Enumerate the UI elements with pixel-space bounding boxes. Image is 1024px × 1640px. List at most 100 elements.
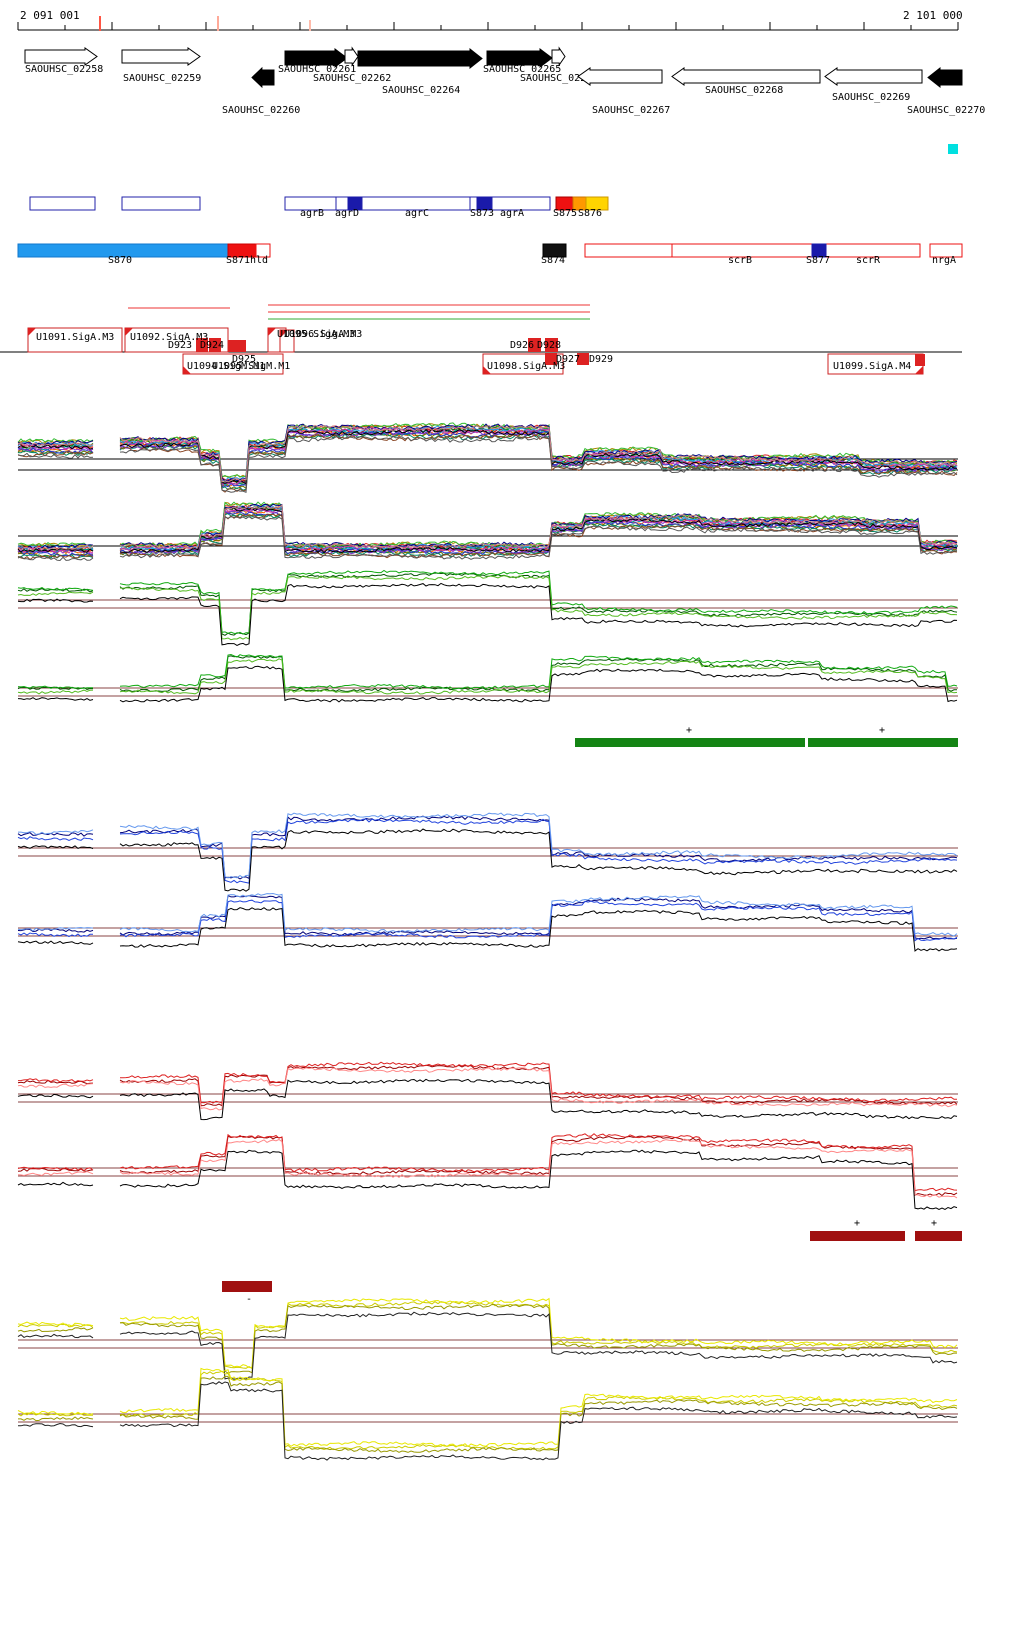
annotation-bar[interactable] (808, 738, 958, 747)
tss-flag[interactable] (482, 353, 564, 375)
tss-site-box[interactable] (545, 353, 557, 365)
signal-line (119, 894, 958, 940)
feature-box[interactable] (811, 243, 827, 258)
signal-line (17, 836, 94, 842)
signal-line (120, 1061, 957, 1104)
signal-line (119, 655, 957, 693)
signal-line (119, 1370, 958, 1451)
tss-site-box[interactable] (915, 354, 925, 366)
signal-line (119, 424, 958, 483)
annotation-bar[interactable] (915, 1231, 962, 1241)
signal-line (17, 1410, 94, 1416)
tss-site-box[interactable] (209, 338, 221, 352)
gene-label: SAOUHSC_02270 (907, 105, 985, 116)
annotation-bar[interactable] (575, 738, 805, 747)
gene-arrow[interactable] (486, 48, 553, 68)
signal-line (17, 444, 94, 451)
feature-label: S876 (578, 208, 602, 219)
tss-label: U1098.SigA.M3 (487, 361, 565, 372)
signal-line (119, 503, 958, 550)
tss-flag-corner (268, 328, 276, 336)
gene-arrow[interactable] (927, 66, 963, 89)
feature-box[interactable] (29, 196, 96, 211)
tss-label: D924 (200, 340, 224, 351)
gene-arrow[interactable] (577, 67, 663, 86)
tss-site-box[interactable] (228, 340, 246, 352)
signal-line (119, 653, 958, 690)
tss-flag-corner (28, 328, 36, 336)
signal-line (119, 1301, 958, 1370)
tss-site-box[interactable] (528, 338, 541, 352)
gene-label: SAOUHSC_02259 (123, 73, 201, 84)
signal-line (17, 441, 94, 448)
feature-label: agrA (500, 208, 524, 219)
gene-label: SAOUHSC_02262 (313, 73, 391, 84)
tss-flag-corner (280, 330, 288, 338)
gene-label: SAOUHSC_02258 (25, 64, 103, 75)
signal-line (119, 513, 958, 558)
annotation-bar[interactable] (222, 1281, 272, 1292)
feature-label: hld (250, 255, 268, 266)
gene-arrow[interactable] (251, 66, 275, 89)
signal-line (17, 438, 94, 444)
annotation-bar-label: - (246, 1294, 252, 1305)
tss-flag[interactable] (182, 353, 284, 375)
signal-line (17, 1181, 94, 1187)
gene-arrow[interactable] (344, 46, 359, 67)
gene-arrow[interactable] (121, 47, 201, 66)
feature-box[interactable] (255, 243, 271, 258)
signal-line (17, 440, 94, 446)
signal-line (17, 926, 94, 932)
gene-label: SAOUHSC_02260 (222, 105, 300, 116)
signal-line (17, 697, 94, 701)
signal-line (17, 832, 94, 837)
feature-box[interactable] (584, 243, 921, 258)
tss-label: D923 (168, 340, 192, 351)
feature-label: agrB (300, 208, 324, 219)
signal-line (119, 428, 958, 485)
tss-flag[interactable] (27, 327, 123, 353)
signal-line (17, 689, 94, 695)
tss-flag-corner (483, 366, 491, 374)
feature-box[interactable] (585, 196, 609, 211)
tss-label: D926 (510, 340, 534, 351)
signal-line (17, 544, 94, 552)
tss-label: D929 (589, 354, 613, 365)
feature-label: S873 (470, 208, 494, 219)
tss-label: U1095.SigA.M3 (277, 329, 355, 340)
gene-arrow[interactable] (551, 46, 566, 67)
gene-arrow[interactable] (357, 47, 483, 70)
gene-arrow[interactable] (284, 48, 348, 68)
feature-box[interactable] (542, 243, 567, 258)
annotation-bar[interactable] (810, 1231, 905, 1241)
signal-line (119, 430, 958, 488)
signal-line (119, 575, 958, 641)
tss-site-box[interactable] (577, 353, 589, 365)
signal-line (18, 829, 94, 836)
feature-label: S874 (541, 255, 565, 266)
signal-line (17, 451, 94, 458)
gene-label: SAOUHSC_02268 (705, 85, 783, 96)
signal-line (17, 928, 94, 933)
feature-box[interactable] (121, 196, 201, 211)
annotation-bar-label: + (931, 1218, 937, 1229)
signal-line (119, 1367, 958, 1448)
gene-arrow[interactable] (824, 67, 923, 86)
signal-line (119, 1381, 958, 1461)
tss-flag-corner (183, 366, 191, 374)
tss-site-box[interactable] (196, 338, 208, 352)
tss-label: U1094.SigM.M1 (187, 361, 265, 372)
signal-line (119, 1138, 958, 1199)
signal-line (17, 1170, 94, 1177)
tss-site-box[interactable] (545, 338, 558, 352)
signal-line (17, 549, 94, 555)
gene-arrow[interactable] (24, 47, 98, 66)
cyan-marker (948, 144, 958, 154)
gene-arrow[interactable] (671, 67, 821, 86)
signal-line (119, 1311, 958, 1380)
signal-line (119, 665, 958, 703)
feature-box[interactable] (929, 243, 963, 258)
feature-label: S871 (226, 255, 250, 266)
